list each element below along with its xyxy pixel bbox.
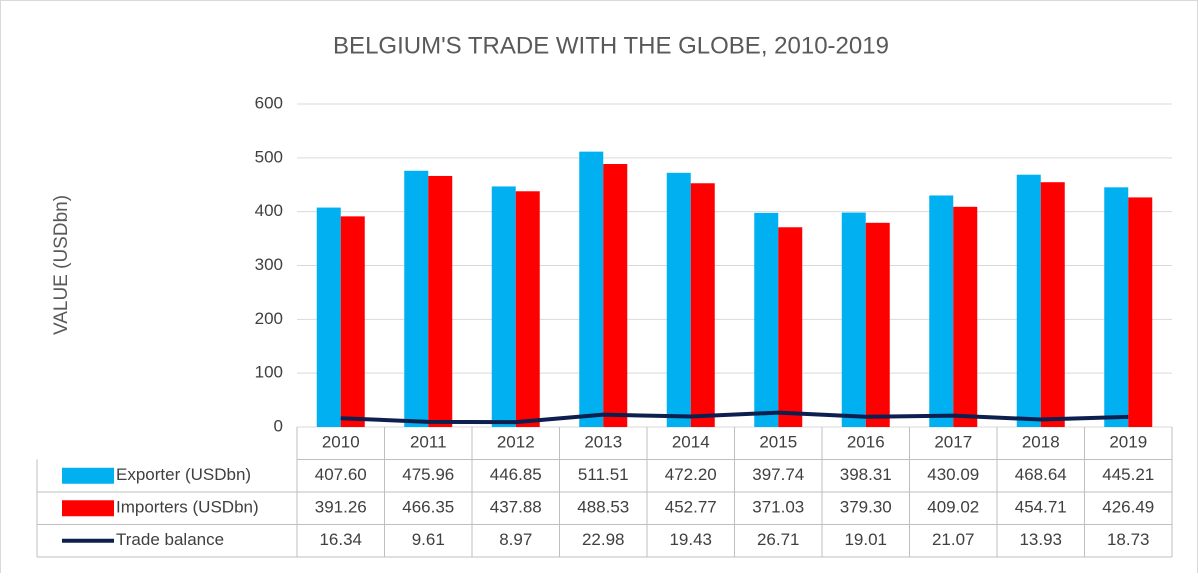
table-value: 16.34: [319, 530, 362, 549]
bar: [404, 170, 429, 427]
table-value: 19.43: [669, 530, 712, 549]
y-tick-label: 400: [255, 201, 283, 220]
x-tick-label: 2014: [672, 433, 710, 452]
table-value: 472.20: [665, 465, 717, 484]
x-tick-label: 2015: [759, 433, 797, 452]
table-value: 452.77: [665, 498, 717, 517]
table-value: 409.02: [927, 498, 979, 517]
y-tick-label: 200: [255, 309, 283, 328]
bar: [491, 186, 516, 427]
bar: [1040, 182, 1065, 427]
x-tick-label: 2013: [584, 433, 622, 452]
bar: [515, 191, 540, 427]
y-tick-label: 0: [274, 416, 283, 435]
y-axis-title: VALUE (USDbn): [51, 195, 72, 335]
x-tick-label: 2017: [934, 433, 972, 452]
bar: [690, 183, 715, 427]
table-value: 21.07: [932, 530, 975, 549]
x-tick-label: 2019: [1109, 433, 1147, 452]
bar: [929, 195, 954, 427]
table-value: 407.60: [315, 465, 367, 484]
bar: [603, 164, 628, 428]
x-tick-label: 2012: [497, 433, 535, 452]
table-value: 511.51: [578, 465, 629, 484]
table-value: 426.49: [1102, 498, 1154, 517]
table-value: 454.71: [1015, 498, 1067, 517]
legend-label: Exporter (USDbn): [116, 465, 251, 484]
legend-key: [62, 500, 114, 517]
table-value: 9.61: [412, 530, 445, 549]
table-value: 19.01: [844, 530, 887, 549]
table-value: 398.31: [840, 465, 892, 484]
table-value: 22.98: [582, 530, 625, 549]
y-tick-label: 500: [255, 147, 283, 166]
table-value: 446.85: [490, 465, 542, 484]
x-tick-label: 2016: [847, 433, 885, 452]
table-value: 18.73: [1107, 530, 1150, 549]
bar: [1104, 187, 1129, 427]
y-tick-label: 100: [255, 363, 283, 382]
bar: [754, 212, 779, 427]
bar: [428, 175, 453, 427]
legend-label: Trade balance: [116, 530, 224, 549]
legend-label: Importers (USDbn): [116, 498, 259, 517]
bar: [666, 172, 691, 427]
y-tick-label: 600: [255, 93, 283, 112]
bar: [1016, 174, 1041, 427]
bar: [778, 227, 803, 427]
table-value: 26.71: [757, 530, 800, 549]
table-value: 445.21: [1102, 465, 1154, 484]
legend-key: [62, 467, 114, 484]
table-value: 430.09: [927, 465, 979, 484]
line: [340, 410, 1129, 425]
bar: [841, 212, 866, 427]
table-value: 379.30: [840, 498, 892, 517]
table-value: 466.35: [402, 498, 454, 517]
bar: [340, 216, 365, 427]
bar: [865, 222, 890, 427]
x-tick-label: 2018: [1022, 433, 1060, 452]
table-value: 8.97: [499, 530, 532, 549]
table-value: 371.03: [752, 498, 804, 517]
table-value: 488.53: [577, 498, 629, 517]
table-value: 391.26: [315, 498, 367, 517]
y-tick-label: 300: [255, 255, 283, 274]
table-value: 468.64: [1015, 465, 1067, 484]
bar: [1128, 197, 1153, 427]
table-value: 475.96: [402, 465, 454, 484]
bar: [316, 207, 341, 427]
chart-title: BELGIUM'S TRADE WITH THE GLOBE, 2010-201…: [333, 32, 889, 59]
x-tick-label: 2011: [410, 433, 447, 452]
table-value: 397.74: [752, 465, 804, 484]
table-value: 437.88: [490, 498, 542, 517]
table-value: 13.93: [1019, 530, 1062, 549]
x-tick-label: 2010: [322, 433, 360, 452]
bar: [953, 206, 978, 427]
bar: [579, 151, 604, 427]
